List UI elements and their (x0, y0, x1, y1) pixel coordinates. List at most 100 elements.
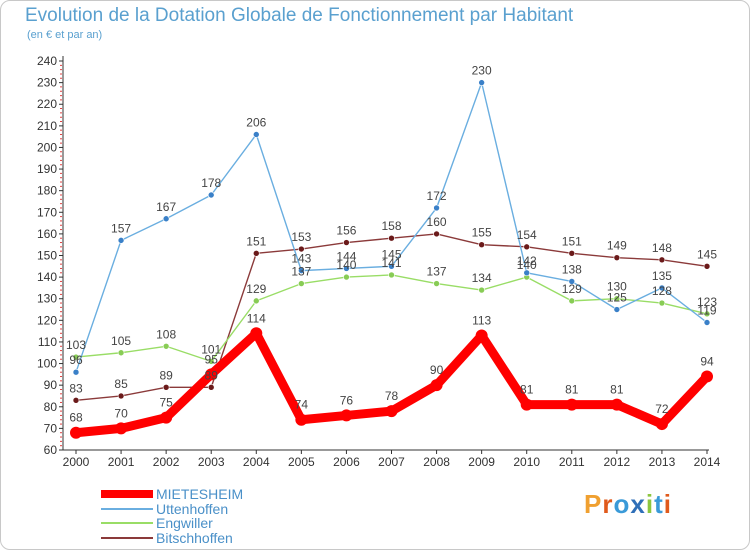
data-point-engwiller (207, 358, 215, 365)
data-label-bitschhoffen: 158 (381, 219, 401, 233)
data-point-mietesheim (655, 418, 668, 431)
x-tick-label: 2004 (243, 455, 270, 469)
data-label-engwiller: 140 (517, 258, 537, 272)
data-label-bitschhoffen: 151 (562, 234, 582, 248)
data-point-bitschhoffen (298, 245, 305, 253)
data-point-uttenhoffen (478, 79, 485, 86)
data-label-mietesheim: 74 (295, 398, 309, 412)
data-point-bitschhoffen (117, 392, 125, 400)
data-point-uttenhoffen (568, 278, 576, 285)
data-point-uttenhoffen (162, 215, 170, 223)
x-tick-label: 2003 (198, 455, 225, 469)
data-label-uttenhoffen: 119 (697, 303, 716, 317)
data-point-engwiller (298, 280, 305, 287)
logo-letter: x (630, 489, 646, 519)
proxiti-logo[interactable]: Proxiti (584, 489, 672, 520)
data-point-bitschhoffen (252, 250, 260, 257)
legend-swatch-bitschhoffen (101, 536, 153, 539)
data-label-engwiller: 108 (156, 327, 176, 341)
x-tick-label: 2001 (108, 455, 135, 469)
data-label-engwiller: 130 (607, 280, 627, 294)
data-label-bitschhoffen: 148 (652, 241, 672, 255)
y-tick-label: 180 (37, 184, 57, 198)
data-point-bitschhoffen (343, 239, 350, 246)
logo-letter: i (663, 489, 672, 519)
data-label-uttenhoffen: 157 (111, 221, 131, 235)
data-label-mietesheim: 76 (340, 393, 354, 407)
legend-label-mietesheim: MIETESHEIM (156, 486, 244, 502)
data-point-mietesheim (610, 398, 623, 411)
data-label-mietesheim: 114 (247, 311, 266, 325)
data-label-bitschhoffen: 149 (607, 239, 627, 253)
legend-swatch-engwiller (101, 522, 153, 524)
data-label-engwiller: 140 (336, 258, 356, 272)
data-label-mietesheim: 78 (385, 389, 399, 403)
y-tick-label: 90 (44, 378, 58, 392)
data-label-mietesheim: 90 (430, 363, 444, 377)
data-point-mietesheim (250, 327, 263, 340)
data-point-bitschhoffen (388, 234, 395, 242)
data-label-uttenhoffen: 230 (472, 64, 492, 78)
data-point-bitschhoffen (478, 241, 485, 248)
data-point-bitschhoffen (207, 384, 215, 391)
x-tick-label: 2014 (694, 455, 721, 469)
data-point-mietesheim (565, 398, 578, 411)
data-point-bitschhoffen (72, 396, 80, 404)
data-label-mietesheim: 95 (205, 352, 219, 366)
data-point-bitschhoffen (703, 263, 711, 270)
data-label-mietesheim: 113 (472, 313, 491, 327)
data-label-engwiller: 141 (381, 256, 401, 270)
data-label-uttenhoffen: 138 (562, 262, 582, 276)
data-label-engwiller: 103 (66, 338, 86, 352)
chart-title: Evolution de la Dotation Globale de Fonc… (25, 5, 574, 26)
data-point-engwiller (568, 297, 576, 305)
data-label-mietesheim: 70 (114, 406, 128, 420)
y-tick-label: 60 (44, 443, 58, 457)
data-label-engwiller: 123 (697, 295, 717, 309)
data-label-bitschhoffen: 155 (472, 226, 492, 240)
x-tick-label: 2005 (288, 455, 315, 469)
data-point-engwiller (162, 342, 170, 350)
x-tick-label: 2000 (63, 455, 90, 469)
data-label-bitschhoffen: 89 (159, 368, 173, 382)
data-point-engwiller (72, 353, 80, 361)
y-tick-label: 150 (37, 249, 57, 263)
data-point-uttenhoffen (117, 237, 125, 244)
data-point-mietesheim (520, 398, 533, 411)
y-tick-label: 100 (37, 357, 57, 371)
data-point-mietesheim (70, 426, 82, 439)
y-tick-label: 210 (37, 119, 57, 133)
data-label-engwiller: 137 (427, 265, 447, 279)
data-point-engwiller (117, 349, 125, 357)
data-label-uttenhoffen: 206 (246, 115, 266, 129)
x-tick-label: 2008 (423, 455, 450, 469)
data-point-mietesheim (475, 329, 488, 342)
x-tick-label: 2006 (333, 455, 360, 469)
data-point-engwiller (658, 299, 666, 307)
data-point-uttenhoffen (298, 267, 305, 274)
data-point-bitschhoffen (523, 243, 531, 251)
legend-label-bitschhoffen: Bitschhoffen (156, 529, 233, 546)
y-tick-label: 190 (37, 162, 57, 176)
data-label-mietesheim: 68 (69, 411, 83, 425)
data-label-bitschhoffen: 151 (246, 234, 266, 248)
data-label-mietesheim: 81 (610, 383, 624, 397)
x-tick-label: 2012 (604, 455, 631, 469)
data-label-mietesheim: 94 (700, 355, 714, 369)
data-label-bitschhoffen: 153 (291, 230, 311, 244)
data-label-uttenhoffen: 135 (652, 269, 672, 283)
data-label-bitschhoffen: 83 (69, 381, 83, 395)
data-point-mietesheim (430, 379, 443, 392)
y-tick-label: 170 (37, 205, 57, 219)
data-label-bitschhoffen: 89 (205, 368, 219, 382)
data-point-engwiller (343, 273, 350, 281)
data-label-uttenhoffen: 178 (201, 176, 221, 190)
data-label-engwiller: 134 (472, 271, 492, 285)
data-label-engwiller: 101 (201, 342, 221, 356)
data-point-engwiller (252, 297, 260, 305)
y-tick-label: 160 (37, 227, 57, 241)
data-label-uttenhoffen: 125 (607, 291, 627, 305)
y-tick-label: 240 (37, 54, 57, 68)
data-point-bitschhoffen (568, 250, 576, 257)
